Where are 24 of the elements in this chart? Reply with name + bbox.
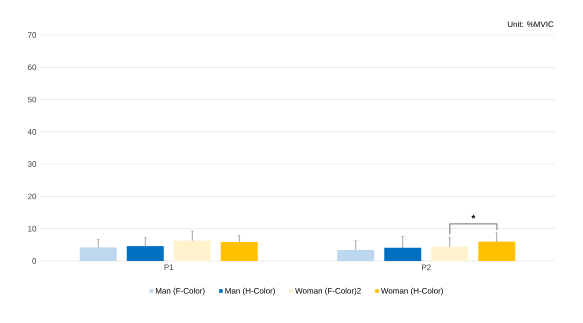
bar	[431, 246, 468, 261]
bar	[126, 246, 164, 261]
y-tick-label: 50	[28, 96, 36, 102]
x-tick-label: P2	[422, 264, 431, 270]
legend-label: Woman (H-Color)	[380, 288, 443, 296]
legend-label: Man (F-Color)	[156, 288, 205, 296]
bar	[174, 240, 211, 261]
bar	[220, 242, 258, 261]
legend-label: Man (H-Color)	[225, 288, 275, 296]
y-tick-label: 60	[28, 64, 36, 70]
y-tick-label: 20	[28, 194, 36, 200]
bar	[80, 247, 117, 261]
y-tick-label: 10	[28, 226, 36, 232]
bar	[337, 250, 374, 261]
bar	[478, 242, 516, 261]
x-tick-label: P1	[164, 264, 174, 270]
bar	[384, 248, 422, 261]
legend-label: Woman (F-Color)2	[295, 288, 361, 296]
y-tick-label: 40	[28, 129, 36, 135]
text: Unit: %MVIC	[508, 21, 554, 28]
y-tick-label: 0	[32, 258, 36, 264]
y-tick-label: 70	[28, 32, 36, 38]
annotation: *	[471, 214, 476, 219]
y-tick-label: 30	[28, 161, 36, 167]
